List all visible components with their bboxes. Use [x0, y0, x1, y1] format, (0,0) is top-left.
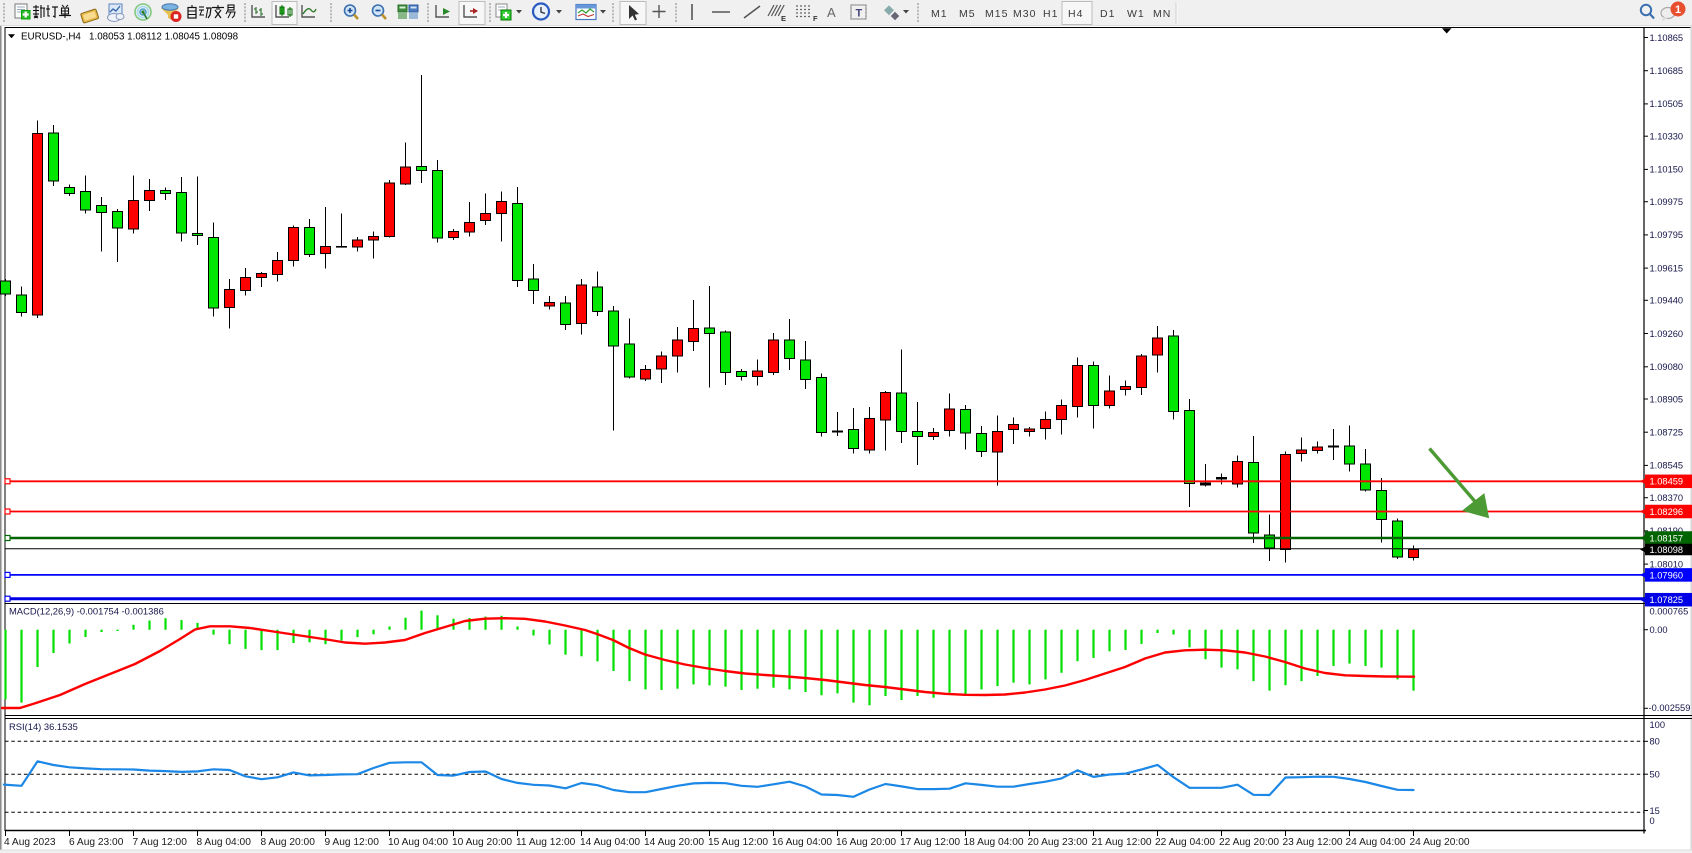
svg-text:H1: H1 [1043, 8, 1058, 20]
svg-text:1.08545: 1.08545 [1650, 461, 1684, 471]
svg-text:W1: W1 [1127, 8, 1145, 20]
svg-text:22 Aug 04:00: 22 Aug 04:00 [1155, 837, 1215, 848]
svg-text:8 Aug 20:00: 8 Aug 20:00 [261, 837, 316, 848]
svg-text:24 Aug 04:00: 24 Aug 04:00 [1346, 837, 1406, 848]
svg-text:-0.002559: -0.002559 [1649, 703, 1691, 713]
svg-text:M30: M30 [1013, 8, 1036, 20]
svg-text:23 Aug 12:00: 23 Aug 12:00 [1283, 837, 1343, 848]
svg-text:7 Aug 12:00: 7 Aug 12:00 [133, 837, 188, 848]
svg-text:24 Aug 20:00: 24 Aug 20:00 [1410, 837, 1470, 848]
svg-text:F: F [813, 14, 818, 23]
svg-text:1.09795: 1.09795 [1650, 230, 1684, 240]
svg-text:1.08157: 1.08157 [1650, 533, 1684, 543]
svg-text:0.00: 0.00 [1650, 625, 1668, 635]
svg-text:0.000765: 0.000765 [1650, 606, 1689, 616]
svg-text:D1: D1 [1100, 8, 1115, 20]
svg-text:10 Aug 04:00: 10 Aug 04:00 [388, 837, 448, 848]
svg-text:1.10330: 1.10330 [1650, 132, 1684, 142]
svg-text:E: E [781, 14, 786, 23]
svg-text:1.09975: 1.09975 [1650, 197, 1684, 207]
svg-text:MACD(12,26,9) -0.001754 -0.001: MACD(12,26,9) -0.001754 -0.001386 [9, 606, 164, 617]
svg-text:1.08370: 1.08370 [1650, 493, 1684, 503]
svg-text:1.09440: 1.09440 [1650, 296, 1684, 306]
svg-text:15 Aug 12:00: 15 Aug 12:00 [708, 837, 768, 848]
svg-text:80: 80 [1650, 737, 1660, 747]
svg-text:A: A [827, 5, 836, 20]
svg-text:1.07825: 1.07825 [1650, 595, 1684, 605]
svg-text:50: 50 [1650, 770, 1660, 780]
svg-text:1.08905: 1.08905 [1650, 394, 1684, 404]
svg-text:1.08010: 1.08010 [1650, 559, 1684, 569]
svg-text:1.10685: 1.10685 [1650, 66, 1684, 76]
svg-text:H4: H4 [1068, 8, 1083, 20]
svg-text:1.08190: 1.08190 [1650, 526, 1684, 536]
svg-text:20 Aug 23:00: 20 Aug 23:00 [1028, 837, 1088, 848]
svg-text:6 Aug 23:00: 6 Aug 23:00 [69, 837, 124, 848]
svg-text:17 Aug 12:00: 17 Aug 12:00 [900, 837, 960, 848]
svg-text:1.08296: 1.08296 [1650, 507, 1684, 517]
svg-text:10 Aug 20:00: 10 Aug 20:00 [452, 837, 512, 848]
svg-text:1: 1 [1675, 4, 1681, 16]
svg-text:18 Aug 04:00: 18 Aug 04:00 [964, 837, 1024, 848]
svg-text:0: 0 [1650, 816, 1655, 826]
svg-text:1.10150: 1.10150 [1650, 165, 1684, 175]
svg-text:1.07960: 1.07960 [1650, 570, 1684, 580]
svg-text:14 Aug 20:00: 14 Aug 20:00 [644, 837, 704, 848]
svg-text:15: 15 [1650, 806, 1660, 816]
svg-text:16 Aug 04:00: 16 Aug 04:00 [772, 837, 832, 848]
svg-text:RSI(14) 36.1535: RSI(14) 36.1535 [9, 721, 78, 732]
svg-text:22 Aug 20:00: 22 Aug 20:00 [1219, 837, 1279, 848]
svg-text:1.10505: 1.10505 [1650, 99, 1684, 109]
svg-text:16 Aug 20:00: 16 Aug 20:00 [836, 837, 896, 848]
svg-text:EURUSD-,H4 1.08053 1.08112 1: EURUSD-,H4 1.08053 1.08112 1.08045 1.080… [21, 31, 239, 42]
svg-text:1.08725: 1.08725 [1650, 428, 1684, 438]
svg-text:14 Aug 04:00: 14 Aug 04:00 [580, 837, 640, 848]
svg-text:4 Aug 2023: 4 Aug 2023 [4, 837, 56, 848]
svg-text:1.09080: 1.09080 [1650, 362, 1684, 372]
svg-text:1.09260: 1.09260 [1650, 329, 1684, 339]
svg-text:M5: M5 [959, 8, 976, 20]
svg-text:11 Aug 12:00: 11 Aug 12:00 [516, 837, 576, 848]
svg-text:M15: M15 [985, 8, 1008, 20]
svg-text:1.09615: 1.09615 [1650, 263, 1684, 273]
svg-text:100: 100 [1650, 720, 1666, 730]
svg-text:8 Aug 04:00: 8 Aug 04:00 [197, 837, 252, 848]
svg-text:21 Aug 12:00: 21 Aug 12:00 [1092, 837, 1152, 848]
svg-text:9 Aug 12:00: 9 Aug 12:00 [325, 837, 380, 848]
svg-text:MN: MN [1153, 8, 1171, 20]
svg-text:T: T [856, 8, 863, 20]
svg-text:1.08459: 1.08459 [1650, 477, 1684, 487]
svg-text:M1: M1 [931, 8, 948, 20]
svg-text:1.10865: 1.10865 [1650, 33, 1684, 43]
svg-text:1.08098: 1.08098 [1650, 545, 1684, 555]
